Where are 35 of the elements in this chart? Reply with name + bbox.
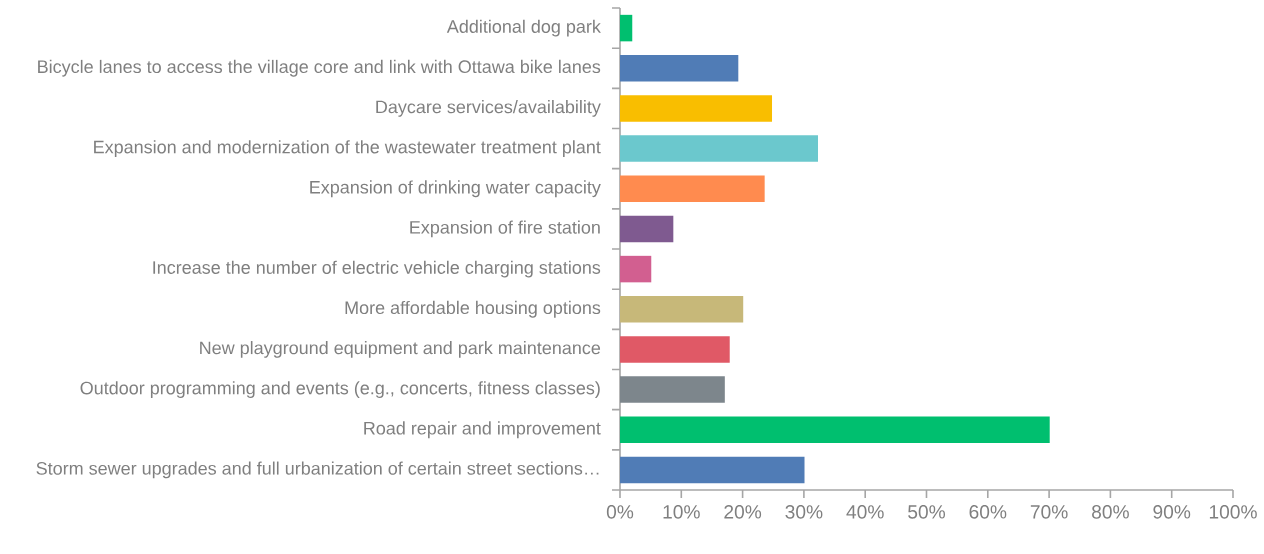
x-tick-label: 80%	[1092, 505, 1129, 519]
x-tick-label: 30%	[785, 505, 823, 519]
y-tick-label: More affordable housing options	[345, 300, 601, 318]
x-tick-label: 0%	[606, 505, 634, 519]
bar	[620, 175, 765, 203]
x-tick-label: 100%	[1209, 505, 1257, 519]
bar	[620, 14, 633, 42]
y-tick-label: Increase the number of electric vehicle charging stations	[153, 260, 601, 278]
y-tick-label: Road repair and improvement	[364, 421, 601, 439]
y-tick-label: New playground equipment and park maintenance	[200, 341, 601, 358]
x-tick-label: 10%	[663, 505, 700, 519]
y-tick-label: Expansion of drinking water capacity	[310, 180, 601, 198]
bar	[620, 296, 744, 323]
y-tick-label: Storm sewer upgrades and full urbanization of certain street sections…	[36, 461, 599, 479]
y-tick-label: Expansion of fire station	[410, 220, 600, 238]
bar	[620, 456, 805, 484]
y-tick-label: Outdoor programming and events (e.g., concerts, fitness classes)	[80, 381, 600, 398]
y-tick-label: Expansion and modernization of the wastewater treatment plant	[94, 140, 601, 157]
bar	[620, 376, 725, 403]
x-tick-label: 60%	[969, 505, 1007, 519]
bar	[620, 95, 773, 122]
x-tick-label: 40%	[846, 505, 884, 519]
y-tick-label: Bicycle lanes to access the village core and link with Ottawa bike lanes	[38, 59, 601, 77]
y-tick-label: Daycare services/availability	[376, 100, 601, 117]
y-tick-label: Additional dog park	[446, 19, 601, 37]
bar	[620, 135, 818, 162]
bar	[620, 416, 1050, 444]
x-tick-label: 50%	[908, 505, 946, 519]
bar	[620, 215, 674, 243]
bar	[620, 255, 652, 283]
x-tick-label: 20%	[724, 505, 762, 519]
bar	[620, 55, 739, 82]
bar	[620, 336, 730, 363]
x-tick-label: 90%	[1153, 505, 1191, 519]
x-tick-label: 70%	[1030, 505, 1068, 519]
